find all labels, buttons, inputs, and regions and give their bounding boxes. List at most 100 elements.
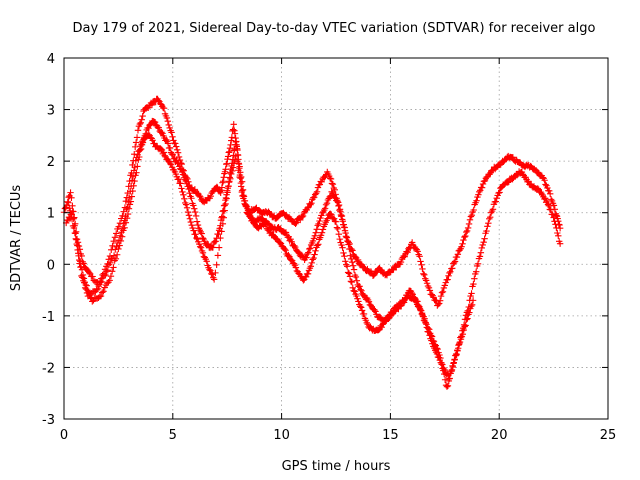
data-point <box>102 271 109 279</box>
data-point <box>138 116 145 123</box>
data-point <box>225 149 232 156</box>
data-point <box>534 185 541 192</box>
data-point <box>220 214 227 221</box>
data-point <box>525 178 532 185</box>
data-point <box>185 212 193 219</box>
data-point <box>555 232 562 240</box>
data-point <box>85 269 93 276</box>
data-point <box>423 280 431 287</box>
data-point <box>138 140 145 148</box>
data-point <box>354 256 362 264</box>
data-point <box>336 206 344 213</box>
data-point <box>549 211 556 218</box>
data-point <box>356 283 363 290</box>
data-point <box>178 185 185 192</box>
data-point <box>115 223 122 230</box>
data-point <box>245 207 252 214</box>
data-point <box>423 321 430 328</box>
y-tick-label: 2 <box>47 155 55 170</box>
x-axis-label: GPS time / hours <box>282 459 391 474</box>
data-point <box>470 206 477 214</box>
data-point <box>486 213 494 221</box>
data-point <box>228 167 236 175</box>
data-point <box>190 227 197 234</box>
data-point <box>462 322 469 329</box>
data-point <box>324 215 331 222</box>
data-point <box>365 298 373 305</box>
data-point <box>179 171 187 178</box>
data-point <box>437 292 445 300</box>
data-point <box>293 219 300 226</box>
data-point <box>164 140 172 147</box>
data-point <box>292 220 299 227</box>
data-point <box>113 251 121 258</box>
data-point <box>348 278 356 286</box>
data-point <box>229 126 237 133</box>
data-point <box>175 160 182 167</box>
data-point <box>451 258 459 265</box>
data-point <box>349 247 356 254</box>
data-point <box>436 297 444 304</box>
data-point <box>172 170 180 178</box>
data-point <box>315 241 322 248</box>
data-point <box>339 217 347 225</box>
data-point <box>462 232 469 240</box>
data-point <box>352 273 360 281</box>
data-point <box>110 264 117 271</box>
data-point <box>188 195 195 202</box>
data-point <box>216 188 224 195</box>
data-point <box>180 191 187 198</box>
data-point <box>351 288 358 295</box>
data-point <box>319 226 327 233</box>
data-point <box>299 212 307 220</box>
data-point <box>328 211 335 218</box>
data-point <box>414 248 421 255</box>
y-axis-label: SDTVAR / TECUs <box>9 185 24 292</box>
data-point <box>420 270 427 278</box>
data-point <box>308 259 315 267</box>
data-point <box>109 255 117 262</box>
data-point <box>303 254 310 261</box>
data-point <box>312 190 320 197</box>
data-point <box>393 264 400 271</box>
data-point <box>72 235 80 243</box>
data-point <box>97 292 105 300</box>
data-point <box>148 101 156 109</box>
data-point <box>67 211 75 218</box>
data-point <box>187 218 195 226</box>
data-point <box>145 125 152 132</box>
data-point <box>357 303 364 310</box>
data-point <box>119 225 126 232</box>
data-point <box>321 205 329 212</box>
data-point <box>79 274 86 281</box>
data-point <box>444 276 451 283</box>
data-point <box>71 229 79 237</box>
data-point <box>313 226 320 233</box>
data-point <box>64 198 71 205</box>
data-point <box>443 383 451 390</box>
data-point <box>311 232 319 239</box>
data-point <box>551 218 558 225</box>
data-point <box>478 244 485 252</box>
data-point <box>206 266 213 273</box>
data-point <box>550 214 557 221</box>
data-point <box>110 238 117 245</box>
data-point <box>223 195 230 202</box>
data-point <box>343 263 351 270</box>
data-point <box>448 367 455 375</box>
data-point <box>475 191 482 198</box>
data-point <box>463 227 471 235</box>
data-point <box>111 234 119 241</box>
data-point <box>81 279 88 286</box>
data-point <box>240 193 248 200</box>
data-point <box>397 258 405 266</box>
data-point <box>158 129 165 136</box>
data-point <box>210 276 218 283</box>
y-tick-label: -2 <box>42 361 55 376</box>
data-point <box>436 300 443 307</box>
data-point <box>542 181 549 188</box>
data-point <box>326 193 333 201</box>
data-point <box>327 175 335 183</box>
data-point <box>352 253 359 261</box>
data-point <box>207 192 214 200</box>
